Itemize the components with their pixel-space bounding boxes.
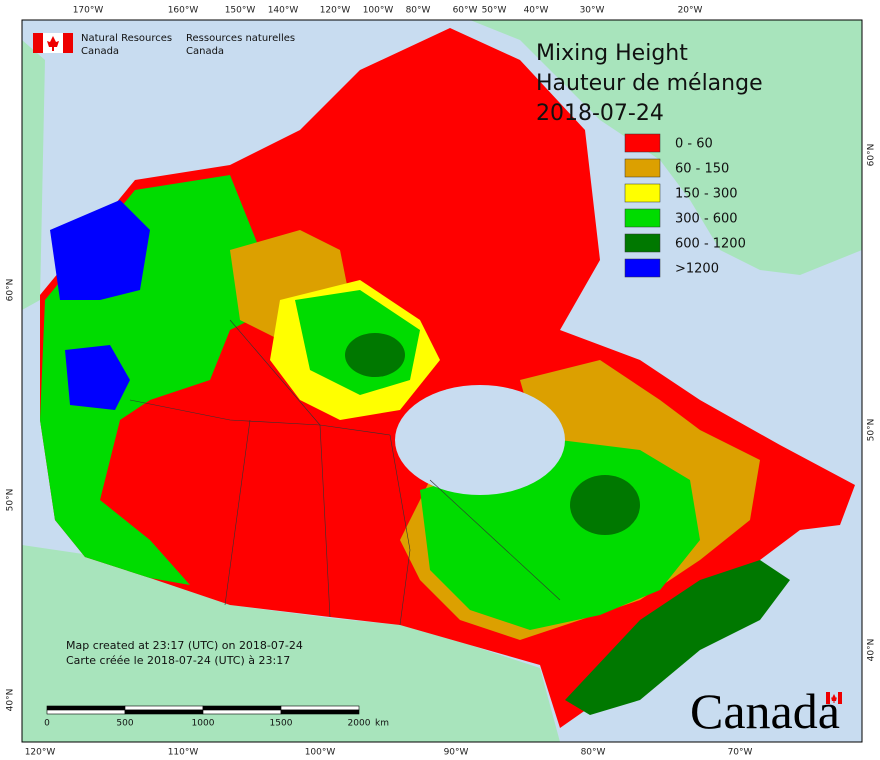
org-fr: Canada — [186, 46, 224, 57]
longitude-label: 50°W — [482, 6, 507, 16]
longitude-label: 170°W — [73, 6, 104, 16]
longitude-label: 120°W — [320, 6, 351, 16]
wordmark: Canada — [690, 683, 840, 739]
legend-label: >1200 — [675, 262, 719, 277]
longitude-label: 40°W — [524, 6, 549, 16]
legend-swatch — [624, 133, 661, 153]
zone-darkgreen-central — [345, 333, 405, 377]
maple-leaf — [47, 36, 59, 51]
legend-swatch — [624, 183, 661, 203]
map-body — [21, 19, 863, 743]
scale-segment — [202, 709, 282, 715]
zone-darkgreen-maritimes — [565, 560, 790, 715]
legend-label: 0 - 60 — [675, 137, 713, 152]
flag-bar — [826, 692, 830, 704]
latitude-label: 60°N — [6, 279, 16, 302]
longitude-label: 70°W — [728, 748, 753, 758]
alaska — [22, 40, 45, 310]
latitude-label: 60°N — [867, 144, 877, 167]
legend-swatch — [624, 158, 661, 178]
longitude-label: 100°W — [363, 6, 394, 16]
legend-swatch — [624, 208, 661, 228]
provincial-borders — [129, 319, 561, 626]
scale-label: 1000 — [192, 719, 215, 729]
longitude-label: 110°W — [168, 748, 199, 758]
maple-leaf — [831, 694, 837, 703]
credit-line: Carte créée le 2018-07-24 (UTC) à 23:17 — [66, 654, 290, 667]
latitude-label: 50°N — [867, 419, 877, 442]
flag-bar — [63, 33, 73, 53]
scale-label: 0 — [44, 719, 50, 729]
longitude-label: 60°W — [453, 6, 478, 16]
title: 2018-07-24 — [536, 101, 664, 126]
legend-label: 600 - 1200 — [675, 237, 746, 252]
zone-darkgreen-east — [570, 475, 640, 535]
latitude-label: 40°N — [6, 689, 16, 712]
greenland — [470, 20, 862, 275]
scale-label: 1500 — [270, 719, 293, 729]
legend-swatch — [624, 258, 661, 278]
scale-segment — [280, 705, 360, 711]
scale-segment — [280, 709, 360, 715]
longitude-label: 150°W — [225, 6, 256, 16]
org-en: Canada — [81, 46, 119, 57]
scale-label: 500 — [116, 719, 133, 729]
flag-bar — [838, 692, 842, 704]
longitude-label: 100°W — [305, 748, 336, 758]
legend-swatch — [624, 233, 661, 253]
zone-blue-north — [50, 200, 150, 300]
latitude-label: 50°N — [6, 489, 16, 512]
credit-line: Map created at 23:17 (UTC) on 2018-07-24 — [66, 639, 303, 652]
longitude-label: 90°W — [444, 748, 469, 758]
flag-bar — [33, 33, 43, 53]
longitude-label: 20°W — [678, 6, 703, 16]
scale-segment — [46, 709, 126, 715]
hudson-bay — [395, 385, 565, 495]
scale-segment — [124, 705, 204, 711]
scale-label: 2000 — [348, 719, 371, 729]
scale-segment — [46, 705, 126, 711]
scale-segment — [124, 709, 204, 715]
legend-label: 60 - 150 — [675, 162, 729, 177]
nrcan-flag — [33, 33, 73, 53]
wordmark-flag — [826, 692, 842, 704]
zone-blue-south — [65, 345, 130, 410]
title: Hauteur de mélange — [536, 71, 763, 96]
longitude-label: 30°W — [580, 6, 605, 16]
longitude-label: 80°W — [406, 6, 431, 16]
longitude-label: 80°W — [581, 748, 606, 758]
legend-label: 150 - 300 — [675, 187, 738, 202]
longitude-label: 140°W — [268, 6, 299, 16]
map-frame — [21, 19, 863, 743]
title: Mixing Height — [536, 41, 688, 66]
united-states — [22, 545, 560, 742]
org-fr: Ressources naturelles — [186, 33, 295, 44]
longitude-label: 160°W — [168, 6, 199, 16]
scale-segment — [202, 705, 282, 711]
longitude-label: 120°W — [25, 748, 56, 758]
scale-unit: km — [375, 719, 389, 729]
latitude-label: 40°N — [867, 639, 877, 662]
org-en: Natural Resources — [81, 33, 172, 44]
legend-label: 300 - 600 — [675, 212, 738, 227]
